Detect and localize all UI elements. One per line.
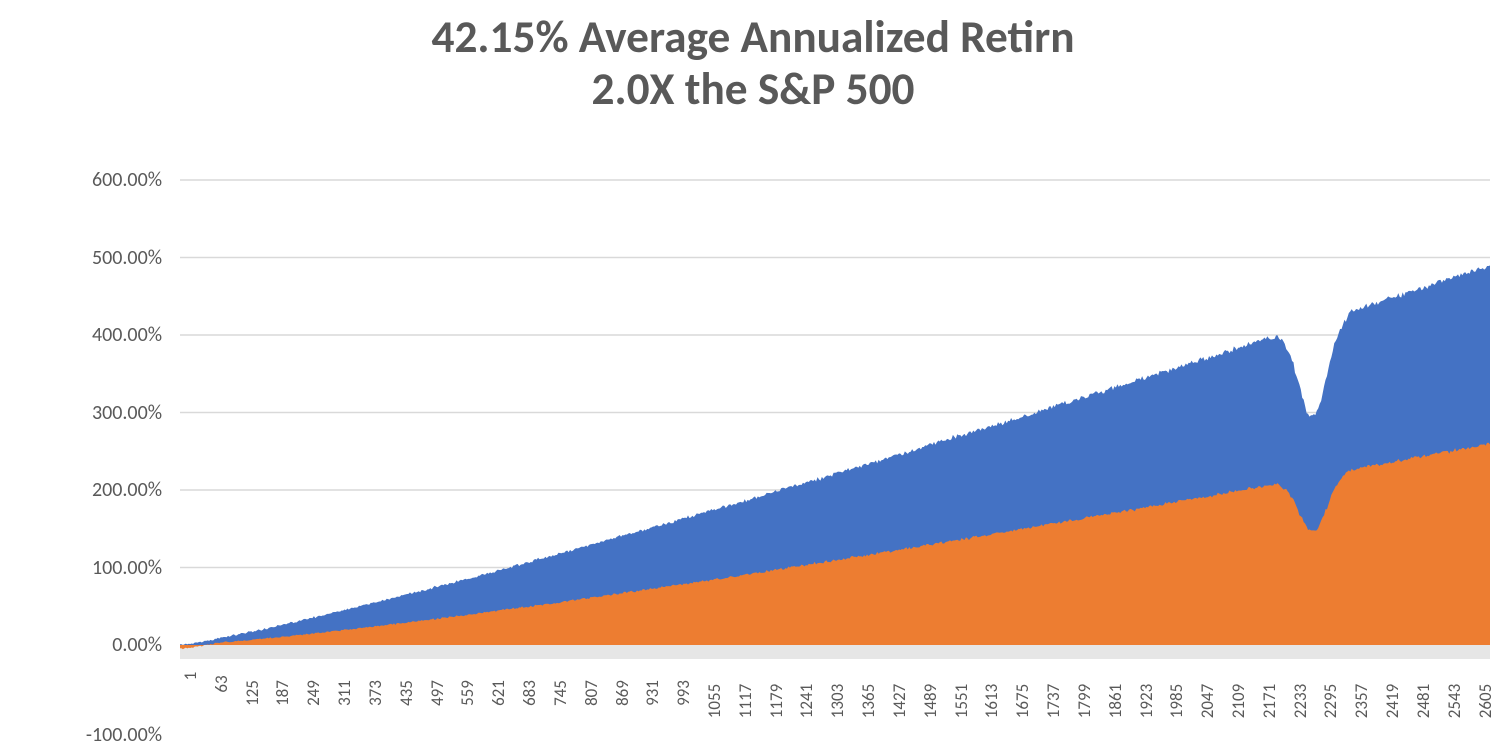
x-tick-label: 435: [396, 680, 417, 706]
x-tick-label: 1303: [827, 683, 848, 717]
x-tick-label: 1923: [1136, 683, 1157, 717]
x-tick-label: 621: [488, 680, 509, 706]
x-tick-label: 2357: [1351, 683, 1372, 717]
chart-title-line1: 42.15% Average Annualized Retirn: [0, 12, 1506, 64]
x-tick-label: 1489: [920, 683, 941, 717]
chart-title-line2: 2.0X the S&P 500: [0, 64, 1506, 116]
x-tick-label: 2109: [1228, 683, 1249, 717]
x-tick-label: 1055: [704, 683, 725, 717]
x-tick-label: 1551: [951, 683, 972, 717]
x-tick-label: 869: [612, 680, 633, 706]
y-tick-label: 200.00%: [0, 478, 162, 502]
x-tick-label: 1613: [981, 683, 1002, 717]
x-tick-label: 249: [303, 680, 324, 706]
y-tick-label: 600.00%: [0, 168, 162, 192]
x-tick-label: 1117: [735, 683, 756, 717]
x-tick-label: 1737: [1043, 683, 1064, 717]
x-tick-label: 1: [180, 671, 201, 680]
x-tick-label: 125: [242, 680, 263, 706]
x-tick-label: 2047: [1197, 683, 1218, 717]
x-tick-label: 187: [272, 680, 293, 706]
x-tick-label: 1799: [1074, 683, 1095, 717]
y-tick-label: 500.00%: [0, 246, 162, 270]
x-tick-label: 1861: [1105, 683, 1126, 717]
x-axis-band: [180, 645, 1490, 659]
y-tick-label: -100.00%: [0, 723, 162, 747]
x-tick-label: 311: [334, 680, 355, 706]
x-tick-label: 2295: [1320, 683, 1341, 717]
x-tick-label: 2481: [1413, 683, 1434, 717]
y-tick-label: 400.00%: [0, 323, 162, 347]
x-tick-label: 2233: [1290, 683, 1311, 717]
y-tick-label: 100.00%: [0, 556, 162, 580]
x-tick-label: 807: [581, 680, 602, 706]
x-tick-label: 993: [673, 680, 694, 706]
x-tick-label: 63: [211, 675, 232, 692]
y-tick-label: 0.00%: [0, 633, 162, 657]
x-tick-label: 2543: [1444, 683, 1465, 717]
x-tick-label: 497: [427, 680, 448, 706]
x-tick-label: 1985: [1166, 683, 1187, 717]
x-tick-label: 2419: [1382, 683, 1403, 717]
x-tick-label: 745: [550, 680, 571, 706]
x-tick-label: 1179: [766, 683, 787, 717]
x-tick-label: 683: [519, 680, 540, 706]
x-tick-label: 1427: [889, 683, 910, 717]
x-tick-label: 2171: [1259, 683, 1280, 717]
y-tick-label: 300.00%: [0, 401, 162, 425]
chart-title: 42.15% Average Annualized Retirn 2.0X th…: [0, 12, 1506, 116]
x-tick-label: 1365: [858, 683, 879, 717]
x-tick-label: 2605: [1475, 683, 1496, 717]
x-tick-label: 1241: [796, 683, 817, 717]
chart-container: { "chart": { "type": "area", "title_line…: [0, 0, 1506, 756]
x-tick-label: 931: [642, 680, 663, 706]
x-tick-label: 559: [457, 680, 478, 706]
x-tick-label: 1675: [1012, 683, 1033, 717]
x-tick-label: 373: [365, 680, 386, 706]
